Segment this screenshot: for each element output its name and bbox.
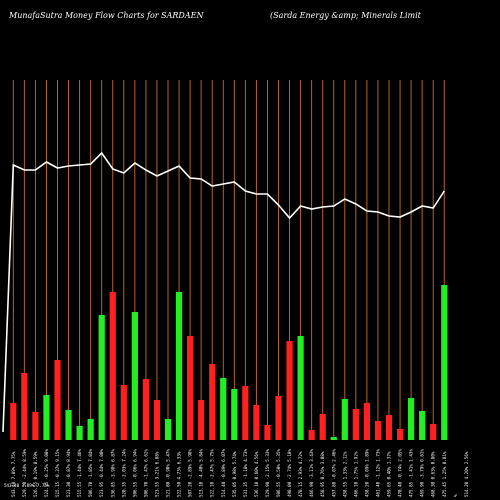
money-flow-bar bbox=[98, 315, 105, 440]
x-tick-label: 468.30 0.63% 0.80% bbox=[431, 451, 436, 497]
x-tick-label: 514.40 -0.89% 6.07% bbox=[221, 449, 226, 497]
money-flow-bar bbox=[187, 336, 194, 440]
money-flow-bar bbox=[396, 429, 404, 440]
money-flow-bar bbox=[131, 312, 138, 440]
money-flow-bar bbox=[275, 396, 282, 440]
x-tick-label: 469.90 -3.79% 0.81% bbox=[420, 449, 425, 497]
x-tick-label: 507.20 -2.89% 5.98% bbox=[188, 449, 193, 497]
money-flow-bar bbox=[308, 430, 315, 440]
x-tick-label: 523.30 -0.87% 8.94% bbox=[66, 449, 71, 497]
x-axis-labels: 543.40 7.89% 7.75% 529.50 -2.44% 8.59% 526… bbox=[11, 449, 469, 497]
x-tick-label: 523.55 3.21% 6.88% bbox=[154, 451, 159, 497]
chart-title: MunafaSutra Money Flow Charts for SARDAE… bbox=[9, 11, 204, 20]
x-tick-label: 514.20 4.20% 2.56% bbox=[464, 451, 469, 497]
money-flow-bar bbox=[242, 386, 249, 440]
x-tick-label: 526.55 0.19% 8.59% bbox=[33, 451, 38, 497]
x-tick-label: 506.70 -1.85% 7.04% bbox=[88, 449, 93, 497]
money-flow-bar bbox=[374, 421, 382, 440]
money-flow-bar bbox=[21, 373, 28, 440]
money-flow-bar bbox=[286, 341, 293, 440]
money-flow-bar bbox=[253, 405, 260, 440]
x-tick-label: 466.10 1.75% 1.92% bbox=[353, 451, 358, 497]
x-tick-label: 457.80 -0.07% 2.46% bbox=[331, 449, 336, 497]
money-flow-bar bbox=[430, 424, 437, 440]
x-tick-label: 466.90 -3.11% 3.43% bbox=[309, 449, 314, 497]
x-tick-label: 506.55 -0.06% 6.94% bbox=[132, 449, 137, 497]
money-flow-bar bbox=[153, 400, 161, 440]
money-flow-bar bbox=[43, 395, 50, 440]
x-tick-label: % bbox=[453, 494, 458, 497]
money-flow-bar bbox=[297, 336, 304, 440]
x-tick-label: 515.55 -1.44% 7.46% bbox=[77, 449, 82, 497]
money-flow-bar bbox=[54, 360, 61, 440]
money-flow-bar bbox=[209, 364, 216, 440]
money-flow-bar bbox=[419, 411, 426, 440]
money-flow-bar bbox=[10, 403, 17, 440]
x-tick-label: 506.55 -0.50% 5.35% bbox=[276, 449, 281, 497]
money-flow-bar bbox=[198, 400, 205, 440]
money-flow-bar bbox=[341, 399, 348, 440]
x-tick-label: 475.85 -1.41% 1.43% bbox=[409, 449, 414, 497]
bar-series bbox=[10, 285, 448, 440]
x-tick-label: 529.50 -2.44% 8.59% bbox=[22, 449, 27, 497]
money-flow-bar bbox=[142, 379, 149, 440]
x-tick-label: 498.00 -2.74% 5.18% bbox=[287, 449, 292, 497]
chart-subtitle: (Sarda Energy &amp; Minerals Limit bbox=[270, 11, 421, 20]
money-flow-bar bbox=[164, 419, 172, 440]
x-tick-label: 521.80 -0.90% 5.47% bbox=[166, 449, 171, 497]
money-flow-bar bbox=[363, 403, 370, 440]
money-flow-bar bbox=[352, 409, 359, 440]
x-tick-label: 478.15 2.93% 4.72% bbox=[298, 451, 303, 497]
x-tick-label: 515.15 -0.37% 9.15% bbox=[55, 449, 60, 497]
money-flow-bar bbox=[231, 389, 238, 440]
price-line bbox=[2, 151, 445, 433]
money-flow-bar bbox=[264, 425, 271, 440]
x-tick-label: 458.95 0.76% 3.08% bbox=[320, 451, 325, 497]
x-tick-label: 536.85 -3.98% 6.87% bbox=[110, 449, 115, 497]
x-tick-label: 520.35 -2.03% 7.24% bbox=[121, 449, 126, 497]
x-tick-label: 531.35 -1.18% 4.73% bbox=[243, 449, 248, 497]
x-tick-label: 458.20 -0.09% 1.89% bbox=[364, 449, 369, 497]
money-flow-bar bbox=[120, 385, 127, 440]
x-axis-first-label: 543.40 7.89% 7.75% bbox=[4, 483, 50, 488]
money-flow-bar bbox=[87, 419, 94, 440]
x-tick-label: 475.45 1.25% 0.81% bbox=[442, 451, 447, 497]
x-tick-label: 470.40 -0.74% 2.05% bbox=[398, 449, 403, 497]
money-flow-bar bbox=[441, 285, 448, 440]
x-tick-label: 522.50 4.73% 6.33% bbox=[177, 451, 182, 497]
x-tick-label: 523.95 -0.44% 7.00% bbox=[99, 449, 104, 497]
money-flow-bar bbox=[65, 410, 72, 440]
x-tick-label: 536.10 0.60% 4.56% bbox=[254, 451, 259, 497]
money-flow-bar bbox=[408, 398, 415, 440]
x-tick-label: 461.40 -1.12% 1.73% bbox=[375, 449, 380, 497]
money-flow-bar bbox=[175, 292, 183, 440]
money-flow-bar bbox=[32, 412, 39, 440]
x-tick-label: 513.10 -4.40% 5.84% bbox=[199, 449, 204, 497]
money-flow-bar bbox=[319, 414, 326, 440]
x-tick-label: 543.40 7.89% 7.75% bbox=[11, 451, 16, 497]
money-flow-bar bbox=[220, 378, 227, 440]
money-flow-bar bbox=[330, 437, 337, 440]
money-flow-bar bbox=[76, 426, 83, 440]
money-flow-bar bbox=[109, 292, 116, 440]
x-tick-label: 535.05 0.98% 5.74% bbox=[232, 451, 237, 497]
x-tick-label: 529.90 -2.15% 5.33% bbox=[265, 449, 270, 497]
x-tick-label: 522.10 -2.47% 5.75% bbox=[210, 449, 215, 497]
money-flow-bar bbox=[385, 415, 393, 440]
x-tick-label: 524.35 -0.25% 9.08% bbox=[44, 449, 49, 497]
x-tick-label: 458.55 1.33% 2.12% bbox=[342, 451, 347, 497]
x-tick-label: 506.70 -1.47% 6.62% bbox=[143, 449, 148, 497]
x-tick-label: 459.65 0.40% 1.37% bbox=[387, 451, 392, 497]
